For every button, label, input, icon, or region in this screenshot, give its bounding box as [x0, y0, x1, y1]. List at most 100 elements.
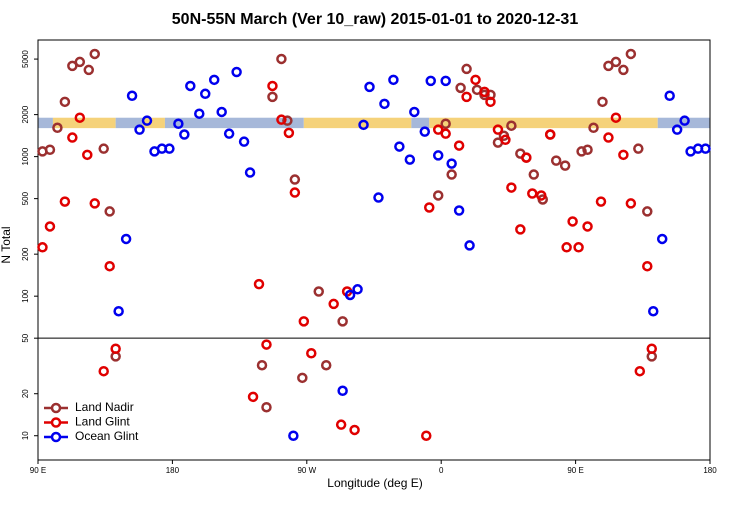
density-band [52, 117, 116, 129]
point [453, 205, 465, 216]
point [404, 154, 416, 165]
point [461, 91, 472, 103]
point [44, 221, 56, 232]
point [550, 155, 562, 166]
point [646, 343, 658, 355]
y-tick-label: 2000 [21, 105, 30, 123]
x-tick-label: 90 E [30, 466, 46, 475]
point [231, 66, 242, 78]
legend-marker [50, 431, 62, 443]
point [561, 242, 572, 253]
density-band [429, 117, 658, 129]
x-axis-label: Longitude (deg E) [327, 476, 422, 490]
point [261, 339, 272, 350]
density-band [164, 117, 304, 129]
point [679, 115, 690, 126]
point [388, 74, 399, 86]
point [256, 359, 268, 371]
density-band [142, 117, 165, 129]
legend-marker [50, 417, 62, 428]
point [440, 118, 451, 130]
legend-label: Ocean Glint [75, 429, 139, 443]
point [464, 240, 475, 251]
point [98, 365, 109, 377]
point [455, 82, 466, 94]
point [470, 74, 481, 86]
point [244, 167, 256, 178]
point [289, 174, 301, 185]
point [164, 143, 175, 154]
point [173, 118, 184, 130]
x-tick-label: 180 [166, 466, 180, 475]
point [582, 221, 593, 232]
point [288, 430, 299, 441]
point [597, 96, 608, 108]
point [216, 106, 227, 118]
point [223, 128, 235, 139]
point [506, 182, 517, 193]
point [59, 196, 71, 207]
point [306, 347, 317, 359]
y-tick-label: 1000 [21, 147, 30, 165]
point [618, 149, 629, 161]
point [394, 141, 405, 152]
point [446, 169, 457, 180]
point [419, 126, 431, 137]
point [352, 284, 363, 295]
y-tick-label: 500 [21, 191, 30, 205]
point [89, 198, 100, 209]
point [113, 305, 124, 317]
density-band [38, 117, 53, 129]
point [440, 128, 451, 139]
point [267, 91, 278, 103]
point [344, 289, 356, 301]
point [625, 198, 637, 209]
point [446, 158, 457, 169]
point [425, 75, 436, 87]
point [134, 124, 145, 135]
point [648, 305, 659, 317]
point [67, 132, 78, 143]
point [328, 298, 339, 310]
point [364, 81, 375, 93]
x-tick-label: 90 E [567, 466, 583, 475]
point [440, 75, 451, 87]
point [559, 160, 571, 171]
point [528, 169, 540, 180]
point [479, 86, 490, 98]
x-tick-label: 180 [703, 466, 717, 475]
point [567, 216, 578, 227]
point [238, 136, 250, 147]
point [179, 129, 190, 140]
point [664, 90, 675, 102]
point [671, 124, 683, 135]
point [74, 112, 86, 123]
point [656, 233, 668, 245]
y-tick-label: 5000 [21, 50, 30, 68]
point [185, 80, 196, 92]
point [313, 286, 324, 297]
point [461, 63, 472, 75]
point [506, 120, 517, 131]
point [373, 192, 384, 203]
point [120, 233, 132, 245]
point [247, 391, 259, 403]
y-tick-label: 50 [21, 333, 30, 342]
point [625, 48, 637, 60]
point [544, 129, 556, 140]
point [289, 187, 301, 198]
legend-marker [50, 402, 62, 414]
point [37, 242, 48, 253]
point [588, 122, 599, 134]
point [603, 132, 614, 143]
point [276, 53, 287, 65]
point [104, 206, 115, 217]
point [582, 144, 593, 156]
point [82, 149, 93, 161]
point [335, 419, 347, 430]
point [618, 64, 629, 76]
density-band [115, 117, 143, 129]
density-band [303, 117, 412, 129]
legend-label: Land Nadir [75, 400, 134, 414]
